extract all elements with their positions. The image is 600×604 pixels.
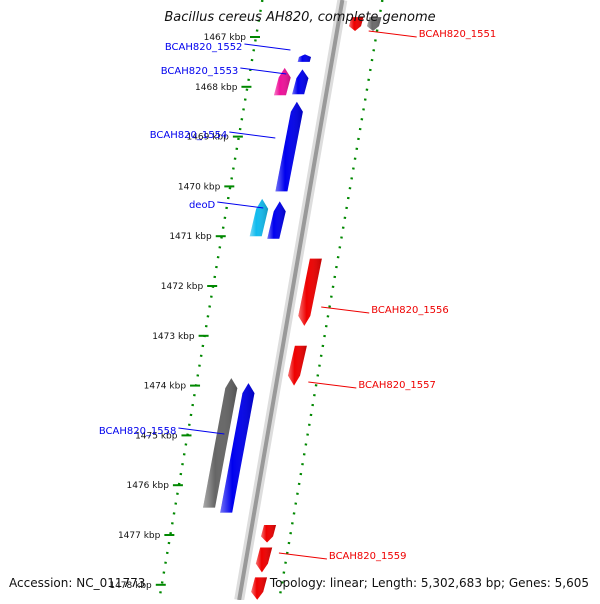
dotted-guides <box>157 0 384 601</box>
scale-ticks: 1467 kbp 1468 kbp 1469 kbp 1470 kbp 1471 kbp… <box>109 33 260 591</box>
scale-tick-label: 1478 kbp <box>109 581 152 591</box>
scale-tick-label: 1470 kbp <box>178 182 221 192</box>
gene-feature-shading <box>273 67 291 96</box>
gene-features <box>203 17 382 600</box>
gene-label: BCAH820_1551 <box>419 29 497 40</box>
gene-feature-shading <box>367 17 382 32</box>
scale-tick-label: 1468 kbp <box>195 83 238 93</box>
scale-tick-label: 1475 kbp <box>135 431 178 441</box>
gene-bcah820_1558-shading <box>220 383 255 513</box>
gene-feature-shading <box>203 378 238 508</box>
gene-label: deoD <box>189 200 216 211</box>
scale-tick-label: 1469 kbp <box>186 133 229 143</box>
genome-summary: Topology: linear; Length: 5,302,683 bp; … <box>269 576 589 590</box>
gene-bcah820_1553-shading <box>292 69 309 95</box>
scale-tick-label: 1467 kbp <box>204 33 247 43</box>
gene-label-leader <box>178 427 225 435</box>
gene-label-leader <box>368 30 417 38</box>
gene-label-leader <box>217 201 264 209</box>
gene-label-leader <box>229 131 276 139</box>
scale-tick-label: 1476 kbp <box>127 481 170 491</box>
map-title: Bacillus cereus AH820, complete genome <box>164 10 436 25</box>
gene-label: BCAH820_1553 <box>161 66 239 77</box>
gene-feature-shading <box>249 198 269 237</box>
scale-tick-label: 1473 kbp <box>152 332 195 342</box>
gene-label: BCAH820_1556 <box>371 305 449 316</box>
scale-tick-label: 1471 kbp <box>169 232 212 242</box>
gene-feature-shading <box>251 577 268 600</box>
backbone-layer <box>234 0 348 601</box>
scale-tick-label: 1472 kbp <box>161 282 204 292</box>
accession-label: Accession: NC_011773 <box>9 576 146 590</box>
backbone-line <box>237 0 345 601</box>
gene-label: BCAH820_1558 <box>99 426 177 437</box>
gene-label: BCAH820_1554 <box>150 130 228 141</box>
gene-label-leader <box>244 43 291 51</box>
gene-bcah820_1554-shading <box>275 101 303 192</box>
gene-label: BCAH820_1552 <box>165 42 243 53</box>
gene-label: BCAH820_1559 <box>329 551 407 562</box>
gene-label-leader <box>278 552 327 560</box>
gene-label: BCAH820_1557 <box>358 380 436 391</box>
left-guide <box>157 0 264 601</box>
gene-deod-shading <box>267 201 286 239</box>
gene-bcah820_1551-shading <box>349 17 364 32</box>
gene-feature-shading <box>255 547 273 573</box>
gene-bcah820_1556-shading <box>298 258 322 326</box>
gene-bcah820_1559-shading <box>261 525 277 543</box>
scale-tick-label: 1474 kbp <box>144 382 187 392</box>
gene-bcah820_1557-shading <box>288 345 307 386</box>
gene-labels: BCAH820_1551 BCAH820_1552 BCAH820_1553 BCAH… <box>99 29 496 562</box>
gene-label-leader <box>240 67 287 75</box>
right-guide <box>277 0 384 601</box>
scale-tick-label: 1477 kbp <box>118 531 161 541</box>
gene-label-leader <box>308 381 357 389</box>
gene-label-leader <box>321 306 370 314</box>
gene-bcah820_1552-shading <box>297 54 312 62</box>
